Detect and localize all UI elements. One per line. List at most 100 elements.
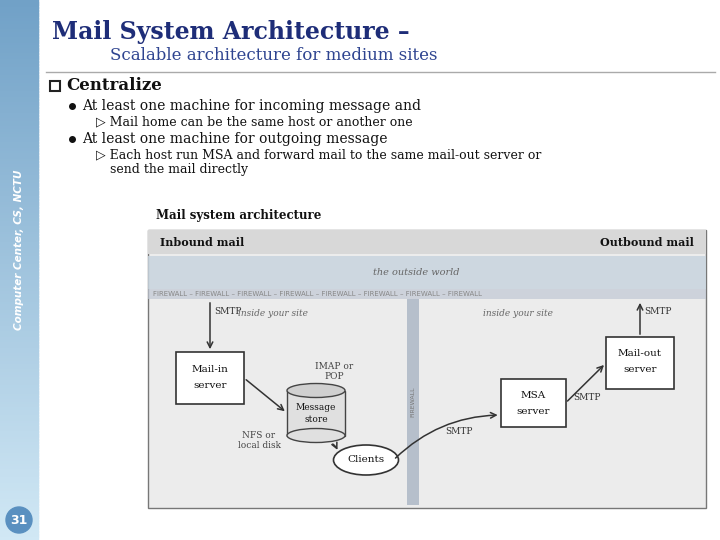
Text: SMTP: SMTP: [574, 393, 601, 402]
Bar: [0, 80, 38, 84]
Bar: [0, 223, 38, 227]
Bar: [0, 496, 38, 500]
Bar: [0, 174, 38, 178]
Text: Computer Center, CS, NCTU: Computer Center, CS, NCTU: [14, 170, 24, 330]
Bar: [0, 396, 38, 400]
Bar: [0, 150, 38, 154]
Bar: [0, 166, 38, 170]
Bar: [0, 131, 38, 135]
Bar: [0, 428, 38, 432]
Bar: [0, 66, 38, 70]
Bar: [0, 180, 38, 184]
Text: Inbound mail: Inbound mail: [160, 237, 244, 247]
Bar: [0, 169, 38, 173]
Bar: [0, 245, 38, 248]
Bar: [0, 353, 38, 356]
Text: Scalable architecture for medium sites: Scalable architecture for medium sites: [110, 48, 438, 64]
Bar: [0, 509, 38, 513]
Bar: [0, 210, 38, 213]
Bar: [0, 523, 38, 526]
Bar: [0, 407, 38, 410]
Bar: [0, 388, 38, 392]
Bar: [0, 255, 38, 259]
Bar: [0, 120, 38, 124]
Bar: [0, 536, 38, 540]
Bar: [0, 466, 38, 470]
Bar: [0, 126, 38, 130]
Bar: [0, 183, 38, 186]
Bar: [0, 390, 38, 394]
Bar: [0, 296, 38, 300]
Bar: [0, 110, 38, 113]
Bar: [0, 280, 38, 284]
Bar: [0, 266, 38, 270]
Bar: [0, 37, 38, 40]
Bar: [0, 336, 38, 340]
Bar: [0, 482, 38, 486]
Bar: [0, 282, 38, 286]
Text: Mail System Architecture –: Mail System Architecture –: [52, 20, 410, 44]
Text: server: server: [193, 381, 227, 390]
Bar: [0, 185, 38, 189]
Bar: [0, 99, 38, 103]
Text: send the mail directly: send the mail directly: [110, 163, 248, 176]
Bar: [0, 242, 38, 246]
Bar: [0, 123, 38, 127]
Text: Centralize: Centralize: [66, 78, 162, 94]
Bar: [0, 423, 38, 427]
Bar: [0, 196, 38, 200]
Bar: [0, 417, 38, 421]
Bar: [0, 420, 38, 424]
Bar: [0, 315, 38, 319]
Bar: [0, 525, 38, 529]
Bar: [0, 4, 38, 8]
Bar: [0, 312, 38, 316]
Bar: [0, 318, 38, 321]
Bar: [0, 177, 38, 181]
Bar: [0, 264, 38, 267]
Bar: [0, 498, 38, 502]
Bar: [0, 393, 38, 397]
Bar: [0, 142, 38, 146]
Bar: [0, 239, 38, 243]
Bar: [0, 291, 38, 294]
Bar: [0, 485, 38, 489]
Text: At least one machine for incoming message and: At least one machine for incoming messag…: [82, 99, 421, 113]
Text: MSA: MSA: [521, 390, 546, 400]
Text: FIREWALL – FIREWALL – FIREWALL – FIREWALL – FIREWALL – FIREWALL – FIREWALL – FIR: FIREWALL – FIREWALL – FIREWALL – FIREWAL…: [153, 291, 482, 297]
Bar: [0, 366, 38, 370]
Bar: [0, 515, 38, 518]
Ellipse shape: [287, 383, 345, 397]
Bar: [0, 277, 38, 281]
Bar: [0, 415, 38, 419]
Bar: [0, 102, 38, 105]
Bar: [0, 382, 38, 386]
Bar: [0, 404, 38, 408]
Bar: [0, 299, 38, 302]
Bar: [0, 493, 38, 497]
Bar: [0, 453, 38, 456]
Bar: [0, 447, 38, 451]
Bar: [0, 188, 38, 192]
Bar: [0, 137, 38, 140]
Bar: [0, 112, 38, 116]
Bar: [0, 31, 38, 35]
Bar: [0, 377, 38, 381]
Bar: [0, 412, 38, 416]
Bar: [0, 115, 38, 119]
Bar: [0, 436, 38, 440]
Bar: [0, 153, 38, 157]
Bar: [148, 230, 706, 254]
Bar: [0, 507, 38, 510]
Bar: [0, 520, 38, 524]
Bar: [0, 288, 38, 292]
Bar: [0, 480, 38, 483]
Bar: [0, 10, 38, 14]
Bar: [0, 531, 38, 535]
Bar: [0, 345, 38, 348]
Bar: [0, 29, 38, 32]
Bar: [0, 201, 38, 205]
Bar: [0, 450, 38, 454]
Bar: [0, 23, 38, 27]
Bar: [407, 299, 419, 505]
